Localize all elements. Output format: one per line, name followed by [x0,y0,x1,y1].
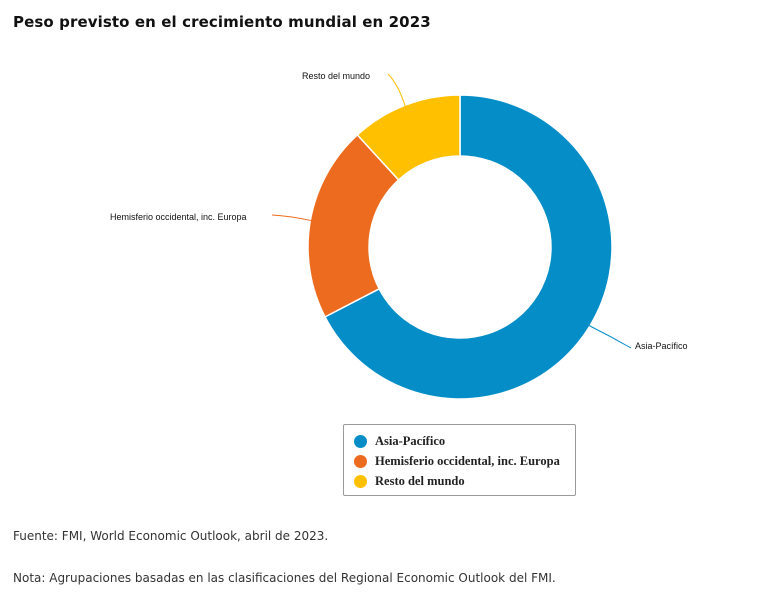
legend-item-resto-del-mundo[interactable]: Resto del mundo [354,471,575,491]
source-note: Fuente: FMI, World Economic Outlook, abr… [13,529,329,543]
legend-swatch-resto-del-mundo [354,474,367,488]
legend-swatch-asia-pacifico [354,434,367,448]
legend-item-asia-pacifico[interactable]: Asia-Pacífico [354,431,575,451]
slice-label-resto-del-mundo: Resto del mundo [302,71,370,81]
grouping-note: Nota: Agrupaciones basadas en las clasif… [13,571,556,585]
donut-chart: Asia-Pacífico Hemisferio occidental, inc… [110,71,688,400]
legend-swatch-hemisferio-occidental [354,454,367,468]
donut-slice-asia-pacifico[interactable] [324,94,613,400]
legend-label-resto-del-mundo: Resto del mundo [375,473,465,488]
chart-legend: Asia-Pacífico Hemisferio occidental, inc… [343,424,576,496]
leader-lines-group [271,73,632,349]
legend-item-hemisferio-occidental[interactable]: Hemisferio occidental, inc. Europa [354,451,575,471]
slice-label-hemisferio-occidental: Hemisferio occidental, inc. Europa [110,212,247,222]
donut-slice-hemisferio-occidental-inc-europa[interactable] [307,134,400,318]
leader-line-asia-pacifico [588,325,632,349]
slice-label-asia-pacifico: Asia-Pacífico [635,341,688,351]
legend-label-asia-pacifico: Asia-Pacífico [375,433,446,448]
chart-title: Peso previsto en el crecimiento mundial … [13,13,431,31]
legend-label-hemisferio-occidental: Hemisferio occidental, inc. Europa [375,453,560,468]
donut-slice-resto-del-mundo[interactable] [356,94,461,181]
leader-line-hemisferio-occidental-inc-europa [271,214,312,222]
leader-line-resto-del-mundo [387,73,406,107]
slice-labels-group: Asia-Pacífico Hemisferio occidental, inc… [110,71,688,351]
slices-group [307,94,613,400]
